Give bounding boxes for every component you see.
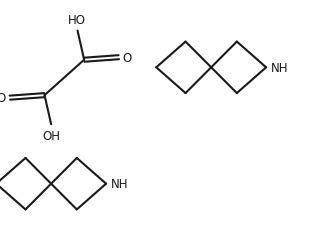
Text: OH: OH bbox=[43, 129, 61, 142]
Text: NH: NH bbox=[271, 61, 288, 75]
Text: O: O bbox=[123, 51, 132, 65]
Text: O: O bbox=[0, 92, 6, 105]
Text: NH: NH bbox=[111, 177, 128, 191]
Text: HO: HO bbox=[68, 14, 86, 27]
